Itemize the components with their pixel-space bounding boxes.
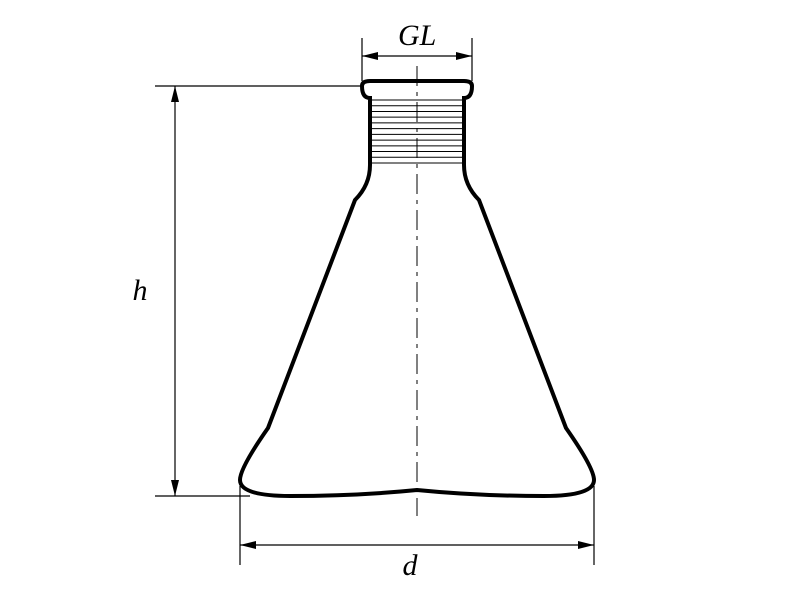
drawing-container: h d GL	[0, 0, 800, 600]
dimension-height	[155, 86, 362, 496]
label-height: h	[133, 274, 148, 307]
label-diameter: d	[403, 549, 419, 582]
flask-technical-drawing: h d GL	[0, 0, 800, 600]
label-neck-width: GL	[398, 19, 436, 52]
